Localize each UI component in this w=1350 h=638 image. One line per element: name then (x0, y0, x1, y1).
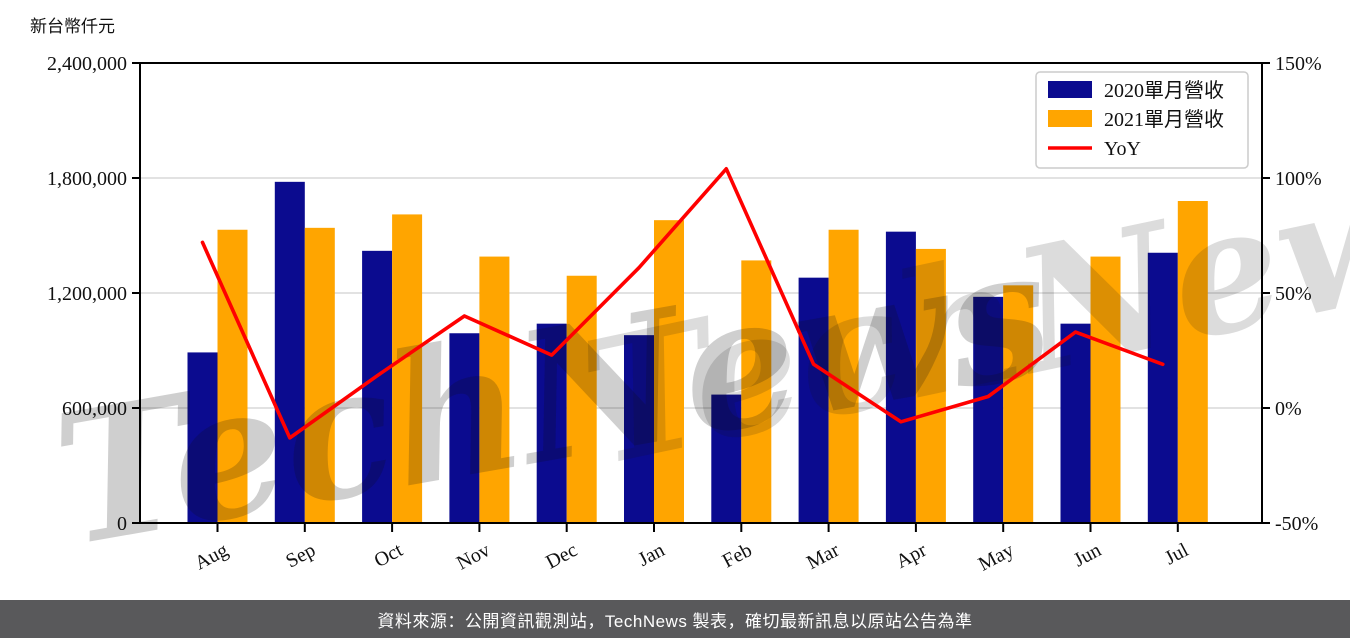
bar-2020-apr (885, 231, 916, 523)
bar-2020-mar (798, 277, 829, 523)
x-axis-label-apr: Apr (892, 539, 930, 573)
bar-2021-apr (915, 248, 946, 523)
bar-2020-jul (1147, 252, 1178, 523)
bar-2020-nov (449, 333, 480, 523)
bar-2020-sep (274, 181, 305, 524)
x-axis-label-nov: Nov (453, 539, 494, 575)
x-axis-label-jan: Jan (634, 539, 668, 571)
right-axis-label-50: 50% (1275, 283, 1312, 305)
legend-swatch-2020 (1048, 81, 1092, 98)
y-axis-label-1200000: 1,200,000 (47, 283, 127, 305)
bar-2021-feb (741, 260, 772, 523)
y-axis-label-600000: 600,000 (62, 398, 127, 420)
yoy-line (200, 167, 1165, 440)
x-axis-label-may: May (975, 539, 1018, 576)
legend-label-yoy: YoY (1104, 138, 1141, 160)
chart-canvas: TechNewsTechNews0600,0001,200,0001,800,0… (41, 53, 1350, 587)
x-axis-label-jun: Jun (1070, 539, 1105, 571)
watermark-pink: TechNews (567, 112, 1350, 505)
x-axis-label-mar: Mar (803, 539, 843, 574)
right-axis-label-0: 0% (1275, 398, 1302, 420)
bar-2021-may (1003, 285, 1034, 523)
source-footer: 資料來源：公開資訊觀測站，TechNews 製表，確切最新訊息以原站公告為準 (0, 600, 1350, 638)
right-axis-label-150: 150% (1275, 53, 1322, 75)
legend-label-2020: 2020單月營收 (1104, 79, 1224, 102)
x-axis-label-dec: Dec (542, 539, 581, 574)
bar-2021-jul (1177, 201, 1208, 523)
bar-2020-may (973, 296, 1004, 523)
bar-2021-jan (654, 220, 684, 523)
y-axis-label-1800000: 1,800,000 (47, 168, 127, 190)
y-axis-label-2400000: 2,400,000 (47, 53, 127, 75)
bar-2020-jan (624, 335, 654, 523)
right-axis-label--50: -50% (1275, 513, 1318, 535)
legend-label-2021: 2021單月營收 (1104, 108, 1224, 131)
bar-2020-feb (711, 394, 742, 523)
bar-2021-aug (217, 229, 248, 523)
bar-2021-jun (1090, 256, 1121, 523)
legend-swatch-2021 (1048, 110, 1092, 127)
x-axis-label-feb: Feb (719, 539, 756, 573)
bar-2020-oct (362, 250, 393, 524)
y-axis-label-0: 0 (117, 513, 127, 535)
bar-2020-aug (187, 352, 218, 523)
x-axis-label-oct: Oct (371, 539, 407, 572)
bar-2021-oct (392, 214, 423, 523)
x-axis-label-jul: Jul (1161, 539, 1192, 570)
bar-2021-sep (304, 227, 335, 524)
bar-2021-nov (479, 256, 510, 523)
right-axis-label-100: 100% (1275, 168, 1322, 190)
bar-2020-jun (1060, 323, 1091, 523)
y-axis-unit-label: 新台幣仟元 (30, 17, 115, 36)
